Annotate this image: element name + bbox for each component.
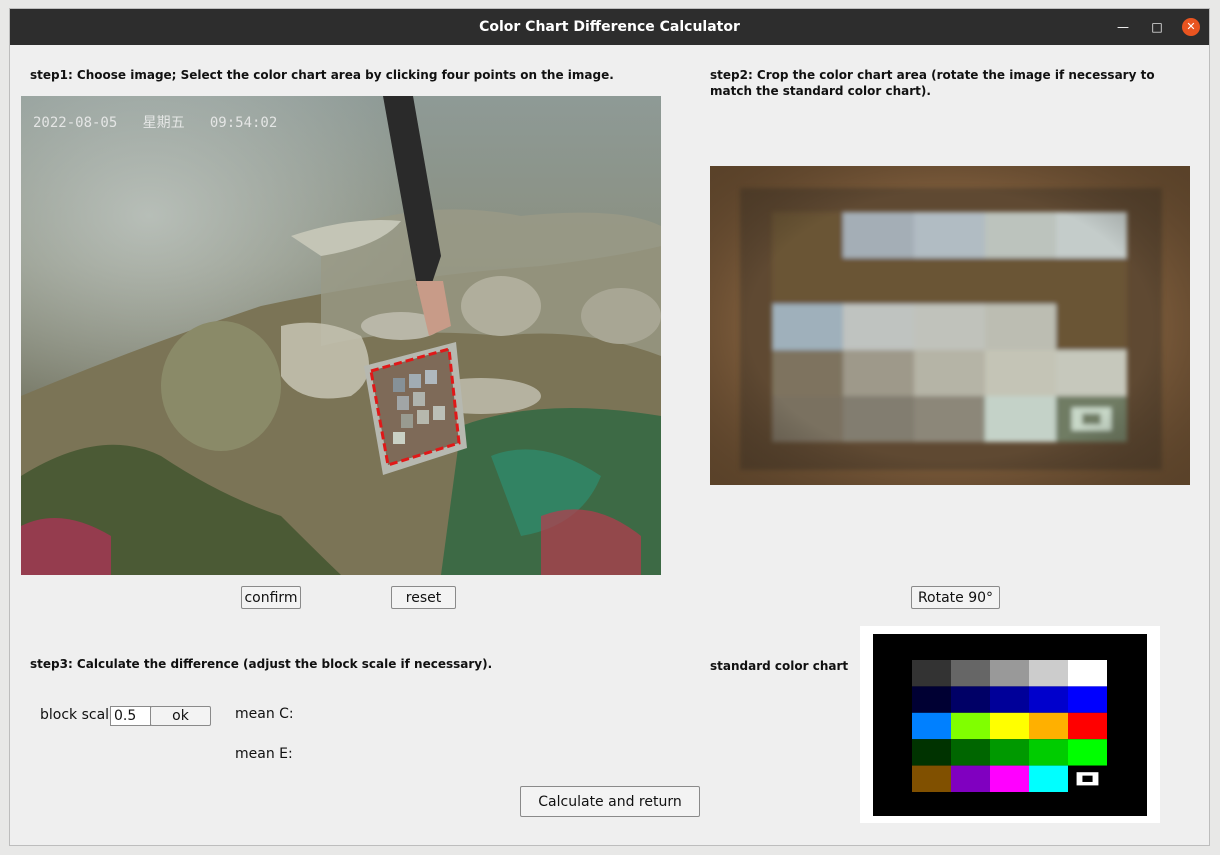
color-patch [912, 686, 951, 713]
color-patch [912, 660, 951, 687]
image-timestamp: 2022-08-05 星期五 09:54:02 [33, 115, 278, 131]
block-scale-input[interactable] [110, 706, 151, 726]
block-scale-label: block scal [40, 707, 110, 723]
color-patch [1068, 660, 1107, 687]
cropped-chart [710, 166, 1190, 485]
step2-label-line2: match the standard color chart). [710, 84, 931, 98]
target-patch-center [1082, 775, 1093, 782]
source-image[interactable]: 2022-08-05 星期五 09:54:02 [21, 96, 661, 575]
color-patch [990, 712, 1029, 740]
rotate-button[interactable]: Rotate 90° [911, 586, 1000, 609]
app-window: Color Chart Difference Calculator — □ ✕ … [9, 8, 1210, 846]
color-patch [1068, 739, 1107, 766]
color-patch [951, 765, 990, 792]
standard-chart [873, 634, 1147, 816]
window-title: Color Chart Difference Calculator [479, 19, 740, 35]
standard-chart-frame [860, 626, 1160, 823]
color-patch [1029, 765, 1068, 792]
color-patch [1029, 739, 1068, 766]
reset-button[interactable]: reset [391, 586, 456, 609]
step2-label-line1: step2: Crop the color chart area (rotate… [710, 68, 1155, 82]
close-icon[interactable]: ✕ [1182, 18, 1200, 36]
color-patch [1029, 660, 1068, 687]
color-patch [1068, 712, 1107, 740]
minimize-icon[interactable]: — [1117, 20, 1129, 34]
color-patch [990, 765, 1029, 792]
step2-label: step2: Crop the color chart area (rotate… [710, 67, 1155, 99]
color-patch [951, 686, 990, 713]
confirm-button[interactable]: confirm [241, 586, 301, 609]
calculate-button[interactable]: Calculate and return [520, 786, 700, 817]
color-patch [912, 765, 951, 792]
standard-chart-label: standard color chart [710, 659, 849, 673]
color-patch [990, 660, 1029, 687]
underwater-photo [21, 96, 661, 575]
title-bar: Color Chart Difference Calculator — □ ✕ [10, 9, 1209, 45]
color-patch [990, 686, 1029, 713]
cropped-chart-canvas [710, 166, 1190, 485]
color-patch [912, 739, 951, 766]
step1-label: step1: Choose image; Select the color ch… [30, 68, 614, 82]
color-patch [1029, 712, 1068, 740]
ok-button[interactable]: ok [150, 706, 211, 726]
color-patch [912, 712, 951, 740]
maximize-icon[interactable]: □ [1151, 20, 1163, 34]
mean-e-label: mean E: [235, 746, 293, 762]
color-patch [951, 712, 990, 740]
color-patch [1029, 686, 1068, 713]
color-patch [951, 660, 990, 687]
color-patch [951, 739, 990, 766]
mean-c-label: mean C: [235, 706, 294, 722]
color-patch [1068, 686, 1107, 713]
color-patch [990, 739, 1029, 766]
step3-label: step3: Calculate the difference (adjust … [30, 657, 493, 671]
